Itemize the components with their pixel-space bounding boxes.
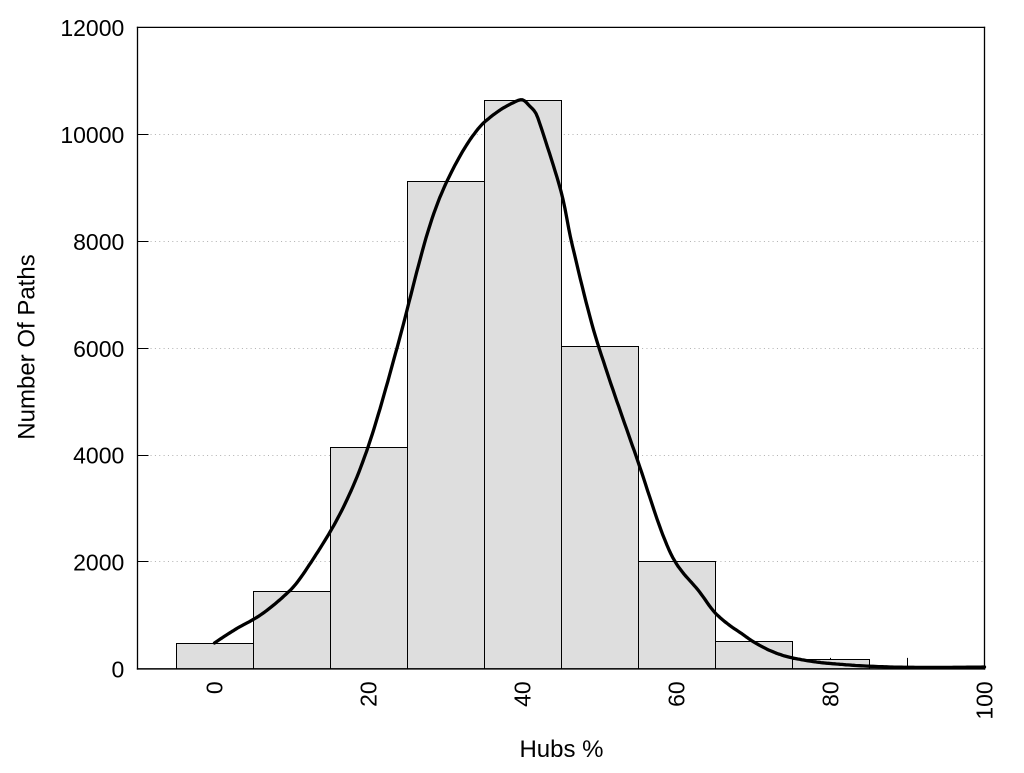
svg-text:8000: 8000	[73, 229, 124, 255]
svg-text:6000: 6000	[73, 336, 124, 362]
svg-text:100: 100	[972, 681, 998, 719]
svg-text:20: 20	[356, 681, 382, 707]
svg-text:0: 0	[112, 657, 125, 683]
svg-text:Hubs %: Hubs %	[519, 736, 603, 763]
svg-text:60: 60	[664, 681, 690, 707]
svg-text:0: 0	[202, 681, 228, 694]
svg-text:80: 80	[818, 681, 844, 707]
svg-text:12000: 12000	[60, 15, 124, 41]
svg-text:4000: 4000	[73, 443, 124, 469]
svg-text:40: 40	[510, 681, 536, 707]
svg-text:Number Of Paths: Number Of Paths	[13, 254, 40, 439]
svg-text:10000: 10000	[60, 122, 124, 148]
svg-text:2000: 2000	[73, 550, 124, 576]
